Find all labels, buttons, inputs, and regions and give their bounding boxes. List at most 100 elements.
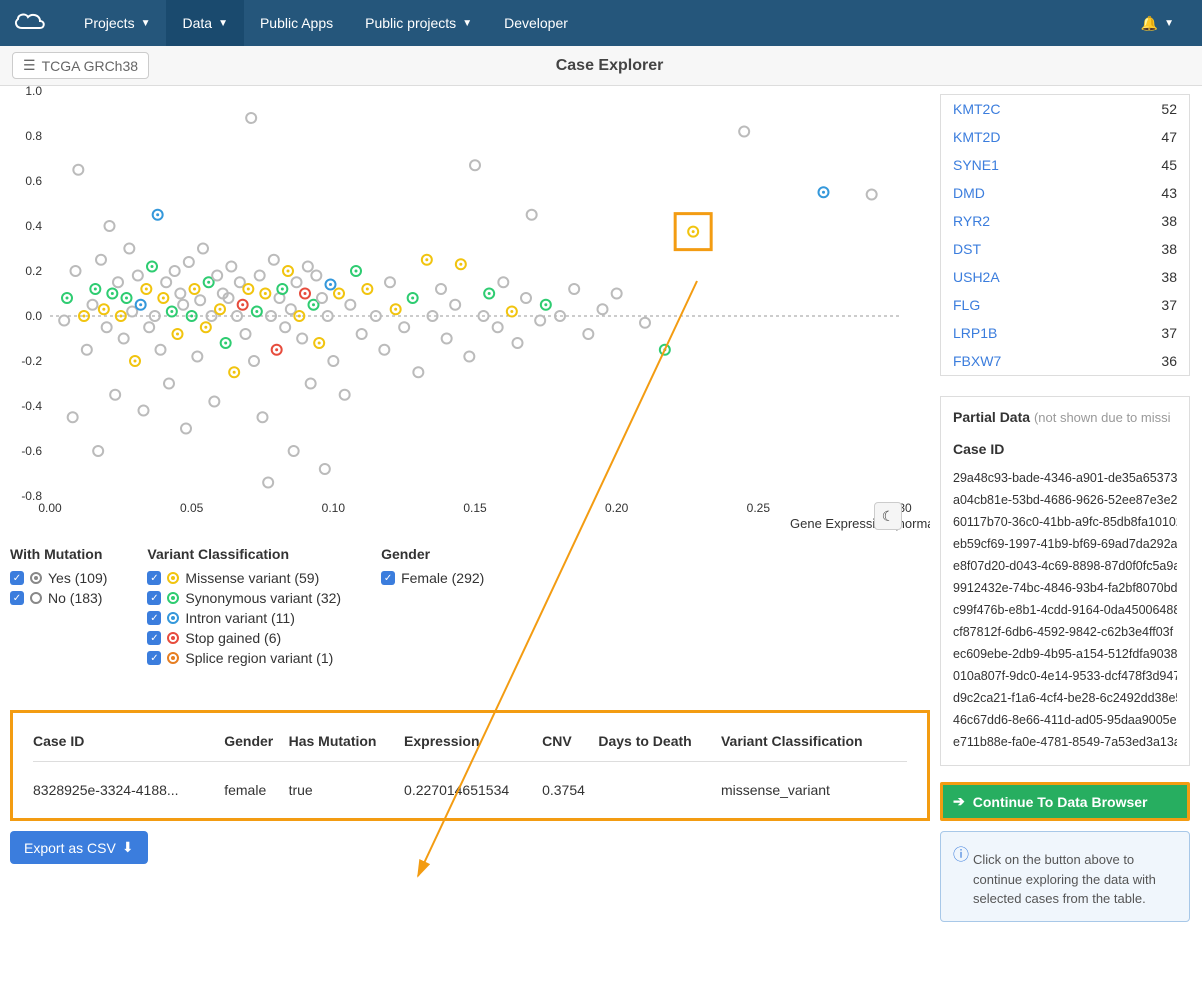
gene-link[interactable]: FBXW7 — [953, 353, 1001, 369]
case-id-row[interactable]: 46c67dd6-8e66-411d-ad05-95daa9005eb2 — [953, 709, 1177, 731]
gene-count: 38 — [1161, 241, 1177, 257]
gene-row[interactable]: FLG 37 — [941, 291, 1189, 319]
cell-cnv: 0.3754 — [542, 762, 598, 799]
checkbox[interactable]: ✓ — [147, 591, 161, 605]
case-id-row[interactable]: eb59cf69-1997-41b9-bf69-69ad7da292a1 — [953, 533, 1177, 555]
legend-item[interactable]: ✓Female (292) — [381, 570, 484, 586]
gene-link[interactable]: DMD — [953, 185, 985, 201]
legend-label: Missense variant (59) — [185, 570, 319, 586]
legend-item[interactable]: ✓ Synonymous variant (32) — [147, 590, 341, 606]
gene-count: 52 — [1161, 101, 1177, 117]
cell-case-id: 8328925e-3324-4188... — [33, 762, 224, 799]
column-header: Variant Classification — [721, 733, 907, 762]
case-id-row[interactable]: cf87812f-6db6-4592-9842-c62b3e4ff03f — [953, 621, 1177, 643]
page-title: Case Explorer — [29, 57, 1190, 75]
theme-toggle-button[interactable]: ☾ — [874, 502, 902, 530]
gene-link[interactable]: KMT2C — [953, 101, 1000, 117]
gene-row[interactable]: SYNE145 — [941, 151, 1189, 179]
gene-count-table: KMT2C 52 KMT2D 47 SYNE145 DMD 43 RYR2 38 DST 38 USH… — [940, 94, 1190, 376]
scatter-chart[interactable]: -0.8-0.6-0.4-0.20.00.20.40.60.81.00.000.… — [10, 86, 930, 536]
gene-row[interactable]: LRP1B37 — [941, 319, 1189, 347]
export-csv-button[interactable]: Export as CSV ⬇ — [10, 831, 148, 864]
export-csv-label: Export as CSV — [24, 840, 116, 856]
nav-label: Public projects — [365, 15, 456, 31]
case-id-row[interactable]: e8f07d20-d043-4c69-8898-87d0f0fc5a9a — [953, 555, 1177, 577]
gene-count: 37 — [1161, 297, 1177, 313]
column-header: Case ID — [33, 733, 224, 762]
nav-item-developer[interactable]: Developer — [488, 0, 584, 46]
checkbox[interactable]: ✓ — [147, 611, 161, 625]
case-detail-table: Case IDGenderHas MutationExpressionCNVDa… — [10, 710, 930, 821]
case-id-row[interactable]: 60117b70-36c0-41bb-a9fc-85db8fa10102 — [953, 511, 1177, 533]
nav-item-projects[interactable]: Projects ▼ — [68, 0, 166, 46]
case-id-row[interactable]: 9912432e-74bc-4846-93b4-fa2bf8070bd1 — [953, 577, 1177, 599]
legend-item[interactable]: ✓Splice region variant (1) — [147, 650, 341, 666]
legend-label: No (183) — [48, 590, 102, 606]
legend-label: Stop gained (6) — [185, 630, 281, 646]
partial-data-panel: Partial Data (not shown due to missi Cas… — [940, 396, 1190, 766]
gene-link[interactable]: LRP1B — [953, 325, 997, 341]
gene-row[interactable]: KMT2D 47 — [941, 123, 1189, 151]
gene-count: 38 — [1161, 213, 1177, 229]
gene-link[interactable]: FLG — [953, 297, 980, 313]
checkbox[interactable]: ✓ — [147, 571, 161, 585]
legend-variant: Variant Classification ✓ Missense variant… — [147, 546, 341, 670]
gene-row[interactable]: RYR2 38 — [941, 207, 1189, 235]
partial-title: Partial Data — [953, 409, 1030, 425]
sub-toolbar: ☰ TCGA GRCh38 Case Explorer — [0, 46, 1202, 86]
nav-item-public-apps[interactable]: Public Apps — [244, 0, 349, 46]
legend-label: Synonymous variant (32) — [185, 590, 341, 606]
gene-row[interactable]: DMD 43 — [941, 179, 1189, 207]
checkbox[interactable]: ✓ — [381, 571, 395, 585]
gene-link[interactable]: KMT2D — [953, 129, 1000, 145]
logo-icon[interactable] — [12, 10, 48, 37]
case-id-row[interactable]: e711b88e-fa0e-4781-8549-7a53ed3a13a1 — [953, 731, 1177, 753]
arrow-right-icon: ➔ — [953, 793, 965, 810]
legend-mutation: With Mutation ✓Yes (109)✓No (183) — [10, 546, 107, 670]
nav-item-public-projects[interactable]: Public projects ▼ — [349, 0, 488, 46]
checkbox[interactable]: ✓ — [147, 651, 161, 665]
case-id-row[interactable]: a04cb81e-53bd-4686-9626-52ee87e3e261 — [953, 489, 1177, 511]
gene-row[interactable]: DST 38 — [941, 235, 1189, 263]
gene-link[interactable]: USH2A — [953, 269, 1000, 285]
chart-legends: With Mutation ✓Yes (109)✓No (183) Varian… — [10, 536, 930, 700]
legend-variant-title: Variant Classification — [147, 546, 341, 562]
case-id-row[interactable]: ec609ebe-2db9-4b95-a154-512fdfa9038f — [953, 643, 1177, 665]
cell-has-mutation: true — [289, 762, 404, 799]
cell-gender: female — [224, 762, 288, 799]
top-navbar: Projects ▼Data ▼ Public Apps Public projec… — [0, 0, 1202, 46]
gene-count: 43 — [1161, 185, 1177, 201]
legend-gender-title: Gender — [381, 546, 484, 562]
case-id-row[interactable]: d9c2ca21-f1a6-4cf4-be28-6c2492dd38e5 — [953, 687, 1177, 709]
svg-text:-0.2: -0.2 — [21, 354, 42, 368]
nav-label: Public Apps — [260, 15, 333, 31]
checkbox[interactable]: ✓ — [10, 591, 24, 605]
continue-data-browser-button[interactable]: ➔ Continue To Data Browser — [940, 782, 1190, 821]
gene-row[interactable]: USH2A38 — [941, 263, 1189, 291]
case-id-row[interactable]: c99f476b-e8b1-4cdd-9164-0da450064886 — [953, 599, 1177, 621]
svg-text:Gene Expression (normalized): Gene Expression (normalized) — [790, 516, 930, 531]
legend-item[interactable]: ✓ Stop gained (6) — [147, 630, 341, 646]
column-header: Expression — [404, 733, 542, 762]
legend-gender: Gender ✓Female (292) — [381, 546, 484, 670]
notifications-button[interactable]: 🔔▼ — [1125, 0, 1190, 46]
gene-link[interactable]: RYR2 — [953, 213, 990, 229]
column-header: CNV — [542, 733, 598, 762]
svg-text:0.4: 0.4 — [25, 219, 42, 233]
svg-text:0.6: 0.6 — [25, 174, 42, 188]
legend-item[interactable]: ✓Yes (109) — [10, 570, 107, 586]
legend-item[interactable]: ✓Intron variant (11) — [147, 610, 341, 626]
case-id-row[interactable]: 010a807f-9dc0-4e14-9533-dcf478f3d947 — [953, 665, 1177, 687]
nav-item-data[interactable]: Data ▼ — [166, 0, 243, 46]
chevron-down-icon: ▼ — [218, 18, 228, 29]
legend-item[interactable]: ✓ No (183) — [10, 590, 107, 606]
checkbox[interactable]: ✓ — [10, 571, 24, 585]
gene-row[interactable]: KMT2C 52 — [941, 95, 1189, 123]
gene-count: 47 — [1161, 129, 1177, 145]
checkbox[interactable]: ✓ — [147, 631, 161, 645]
gene-link[interactable]: SYNE1 — [953, 157, 999, 173]
gene-link[interactable]: DST — [953, 241, 981, 257]
gene-row[interactable]: FBXW736 — [941, 347, 1189, 375]
case-id-row[interactable]: 29a48c93-bade-4346-a901-de35a6537337 — [953, 467, 1177, 489]
legend-item[interactable]: ✓ Missense variant (59) — [147, 570, 341, 586]
